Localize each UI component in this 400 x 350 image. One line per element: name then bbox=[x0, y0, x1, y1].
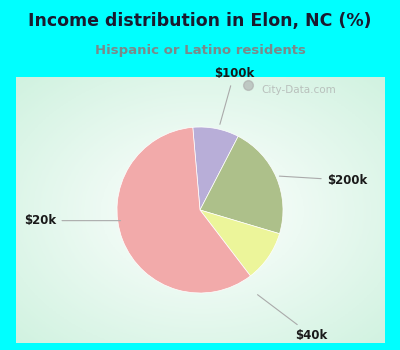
Text: City-Data.com: City-Data.com bbox=[261, 85, 336, 95]
Text: $40k: $40k bbox=[258, 295, 328, 342]
Text: $200k: $200k bbox=[279, 174, 367, 187]
Text: $100k: $100k bbox=[214, 67, 254, 124]
Wedge shape bbox=[200, 136, 283, 234]
Wedge shape bbox=[200, 210, 280, 276]
Wedge shape bbox=[193, 127, 238, 210]
Text: Income distribution in Elon, NC (%): Income distribution in Elon, NC (%) bbox=[28, 12, 372, 30]
Wedge shape bbox=[117, 127, 250, 293]
Text: $20k: $20k bbox=[24, 214, 121, 227]
Text: Hispanic or Latino residents: Hispanic or Latino residents bbox=[94, 44, 306, 57]
